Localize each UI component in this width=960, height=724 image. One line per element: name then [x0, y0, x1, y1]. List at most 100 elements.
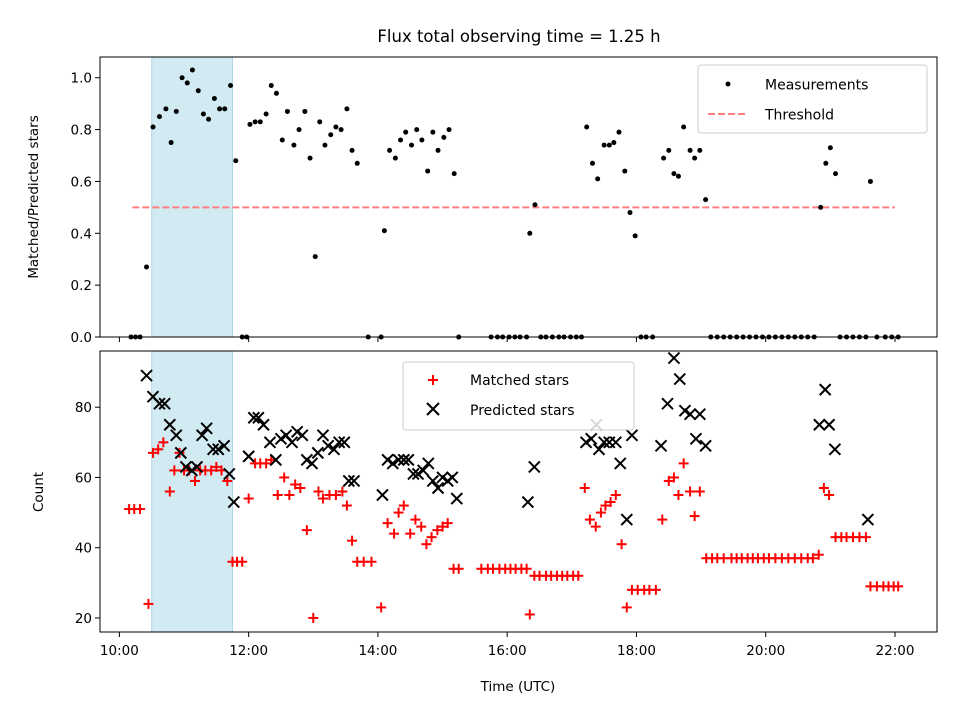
- matched-star-marker: [824, 490, 834, 500]
- measurement-point: [703, 197, 708, 202]
- measurement-point: [671, 171, 676, 176]
- predicted-star-marker: [141, 370, 152, 381]
- top-legend: Measurements Threshold: [698, 65, 927, 133]
- x-tick-label: 14:00: [358, 643, 397, 659]
- matched-star-marker: [389, 529, 399, 539]
- predicted-star-marker: [586, 433, 597, 444]
- predicted-star-marker: [615, 458, 626, 469]
- measurement-point: [308, 156, 313, 161]
- matched-star-marker: [279, 472, 289, 482]
- matched-star-marker: [342, 501, 352, 511]
- measurement-point: [163, 106, 168, 111]
- measurement-point: [602, 143, 607, 148]
- measurement-point: [676, 174, 681, 179]
- measurement-point: [264, 112, 269, 117]
- matched-star-marker: [525, 609, 535, 619]
- predicted-star-marker: [610, 437, 621, 448]
- predicted-star-marker: [317, 430, 328, 441]
- measurement-point: [144, 265, 149, 270]
- predicted-star-marker: [824, 419, 835, 430]
- x-tick-label: 18:00: [617, 643, 656, 659]
- measurement-point: [532, 202, 537, 207]
- measurement-point: [157, 114, 162, 119]
- matched-star-marker: [347, 536, 357, 546]
- predicted-star-marker: [306, 458, 317, 469]
- y-tick-label: 0.4: [71, 226, 92, 242]
- measurement-point: [222, 106, 227, 111]
- chart-title: Flux total observing time = 1.25 h: [377, 27, 660, 46]
- measurement-point: [297, 127, 302, 132]
- measurement-point: [169, 140, 174, 145]
- measurement-point: [253, 119, 258, 124]
- measurement-point: [185, 80, 190, 85]
- predicted-star-marker: [418, 465, 429, 476]
- matched-star-marker: [673, 490, 683, 500]
- measurement-point: [828, 145, 833, 150]
- measurement-point: [212, 96, 217, 101]
- matched-star-marker: [861, 532, 871, 542]
- measurement-point: [382, 228, 387, 233]
- measurement-point: [313, 254, 318, 259]
- measurement-point: [291, 143, 296, 148]
- predicted-star-marker: [427, 475, 438, 486]
- matched-star-marker: [427, 532, 437, 542]
- matched-star-marker: [302, 525, 312, 535]
- matched-star-marker: [591, 522, 601, 532]
- matched-star-marker: [376, 602, 386, 612]
- measurement-point: [823, 161, 828, 166]
- bottom-x-axis: 10:00 12:00 14:00 16:00 18:00 20:00 22:00: [100, 632, 915, 659]
- matched-star-marker: [399, 501, 409, 511]
- predicted-star-marker: [423, 458, 434, 469]
- predicted-star-marker: [447, 472, 458, 483]
- measurement-point: [452, 171, 457, 176]
- measurement-point: [688, 148, 693, 153]
- matched-star-marker: [622, 602, 632, 612]
- x-tick-label: 22:00: [876, 643, 915, 659]
- measurement-point: [681, 125, 686, 130]
- predicted-star-marker: [286, 437, 297, 448]
- predicted-star-marker: [377, 490, 388, 501]
- predicted-star-marker: [312, 447, 323, 458]
- measurement-point: [233, 158, 238, 163]
- measurement-point: [441, 135, 446, 140]
- bottom-panel: 20406080 10:00 12:00 14:00 16:00 18:00 20:00 2…: [31, 351, 937, 695]
- measurement-point: [258, 119, 263, 124]
- predicted-star-marker: [264, 437, 275, 448]
- measurement-point: [317, 119, 322, 124]
- measurement-point: [339, 127, 344, 132]
- top-x-ticks: [119, 337, 895, 342]
- matched-star-marker: [237, 557, 247, 567]
- top-shaded-interval: [152, 57, 233, 337]
- y-tick-label: 0.8: [71, 123, 92, 139]
- predicted-star-marker: [690, 433, 701, 444]
- matched-star-marker: [651, 585, 661, 595]
- matched-star-marker: [819, 483, 829, 493]
- matched-star-marker: [573, 571, 583, 581]
- y-tick-label: 60: [75, 470, 92, 486]
- measurement-point: [150, 125, 155, 130]
- measurement-point: [328, 132, 333, 137]
- predicted-star-marker: [328, 444, 339, 455]
- shaded-interval: [152, 351, 233, 632]
- matched-star-marker: [421, 539, 431, 549]
- measurement-point: [692, 156, 697, 161]
- measurement-point: [393, 156, 398, 161]
- matched-star-marker: [585, 515, 595, 525]
- measurement-point: [247, 122, 252, 127]
- x-tick-label: 16:00: [488, 643, 527, 659]
- predicted-star-marker: [451, 493, 462, 504]
- predicted-star-marker: [662, 398, 673, 409]
- measurement-point: [833, 171, 838, 176]
- bottom-legend: Matched stars Predicted stars: [403, 362, 634, 430]
- measurement-point: [584, 125, 589, 130]
- y-tick-label: 1.0: [71, 71, 92, 87]
- predicted-star-marker: [674, 374, 685, 385]
- matched-star-marker: [617, 539, 627, 549]
- predicted-star-marker: [829, 444, 840, 455]
- measurement-point: [180, 75, 185, 80]
- measurement-point: [403, 130, 408, 135]
- matched-star-marker: [416, 522, 426, 532]
- matched-star-marker: [135, 504, 145, 514]
- measurement-point: [419, 137, 424, 142]
- matched-star-marker: [657, 515, 667, 525]
